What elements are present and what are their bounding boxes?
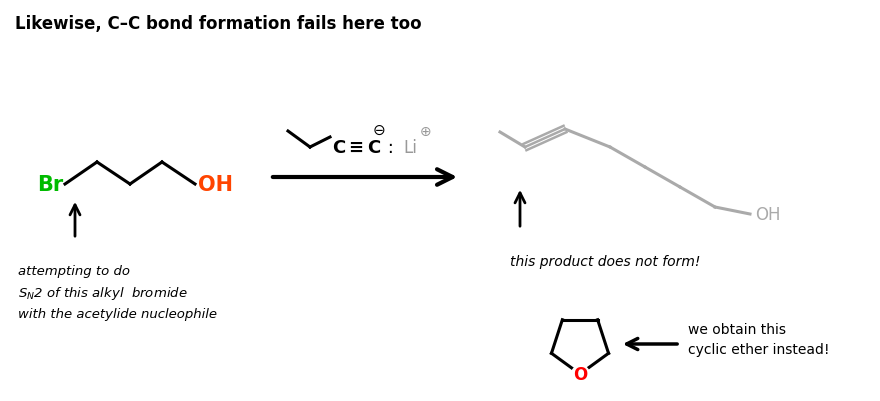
Text: Li: Li xyxy=(403,139,417,157)
Text: Br: Br xyxy=(37,174,63,194)
Text: attempting to do
$S_N$2 of this alkyl  bromide
with the acetylide nucleophile: attempting to do $S_N$2 of this alkyl br… xyxy=(18,264,217,320)
Text: OH: OH xyxy=(198,174,233,194)
Text: this product does not form!: this product does not form! xyxy=(510,254,700,268)
Text: Likewise, C–C bond formation fails here too: Likewise, C–C bond formation fails here … xyxy=(15,15,422,33)
Text: ⊕: ⊕ xyxy=(420,125,431,139)
Text: ⊖: ⊖ xyxy=(373,122,385,137)
Text: OH: OH xyxy=(755,205,781,223)
Text: $\mathbf{C{\equiv}C}$: $\mathbf{C{\equiv}C}$ xyxy=(332,139,381,157)
Text: O: O xyxy=(573,365,587,383)
Text: we obtain this
cyclic ether instead!: we obtain this cyclic ether instead! xyxy=(688,322,830,356)
Text: :: : xyxy=(382,139,394,157)
